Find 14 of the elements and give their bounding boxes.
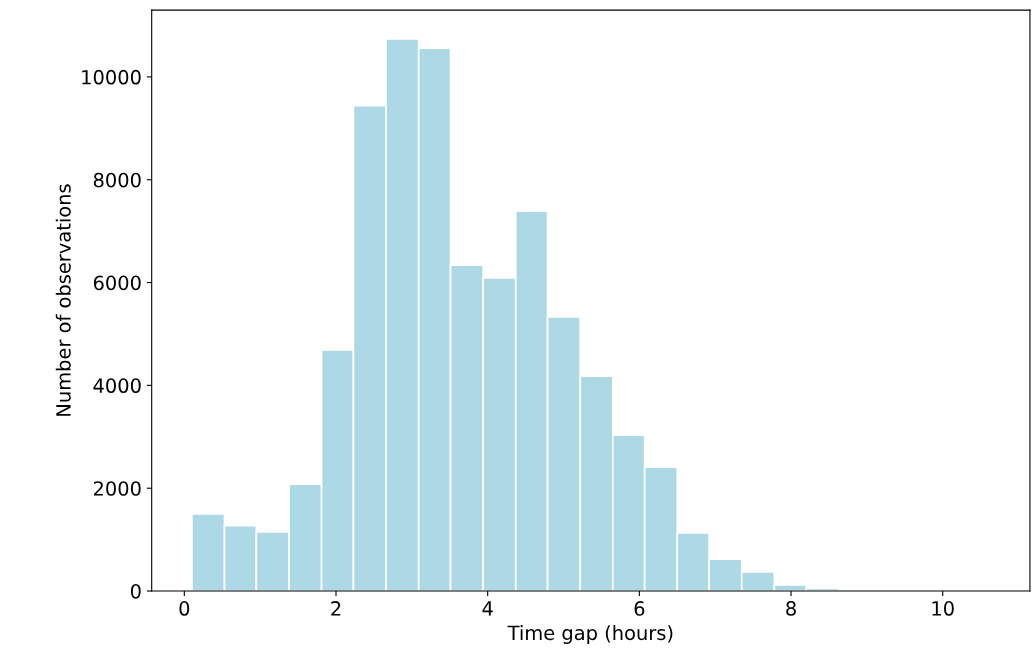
- x-tick-label: 0: [179, 601, 190, 616]
- y-tick-label: 6000: [93, 275, 141, 291]
- y-tick-label: 10000: [82, 69, 141, 85]
- x-tick-label: 2: [331, 601, 341, 616]
- y-tick-label: 4000: [93, 378, 141, 394]
- x-tick-label: 10: [932, 601, 954, 616]
- x-tick-label: 8: [786, 601, 796, 616]
- y-axis-title: Number of observations: [55, 184, 71, 416]
- y-tick-label: 8000: [93, 172, 141, 188]
- y-tick-label: 0: [130, 583, 141, 599]
- y-tick-label: 2000: [93, 481, 141, 496]
- x-tick-label: 6: [634, 601, 645, 616]
- x-axis-title: Time gap (hours): [507, 625, 673, 644]
- x-tick-label: 4: [482, 601, 493, 616]
